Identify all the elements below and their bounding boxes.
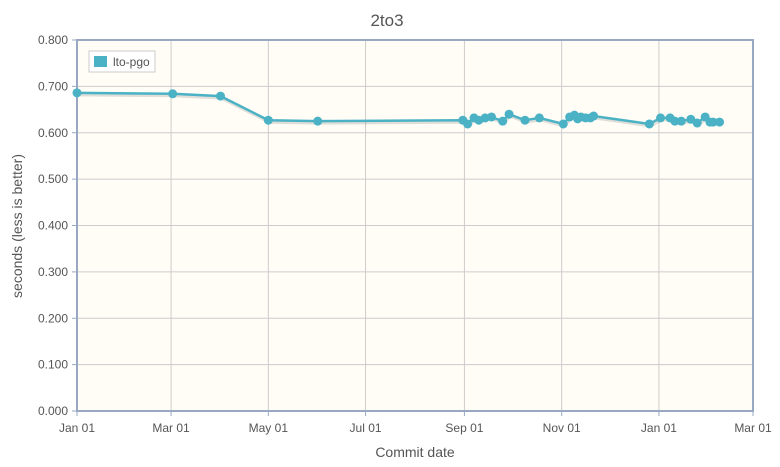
- data-point: [534, 113, 544, 123]
- legend-swatch: [94, 56, 107, 67]
- data-point: [463, 119, 473, 129]
- data-point: [72, 88, 82, 98]
- x-tick-label: Jan 01: [641, 421, 677, 435]
- legend[interactable]: lto-pgo: [88, 50, 156, 73]
- y-tick-label: 0.200: [38, 311, 68, 325]
- data-point: [498, 116, 508, 126]
- x-tick-label: Jul 01: [350, 421, 382, 435]
- x-axis-label: Commit date: [375, 444, 455, 460]
- data-point: [676, 116, 686, 126]
- data-point: [168, 89, 178, 99]
- data-point: [708, 117, 718, 127]
- y-tick-label: 0.800: [38, 33, 68, 47]
- y-tick-label: 0.100: [38, 358, 68, 372]
- data-point: [558, 119, 568, 129]
- chart-title: 2to3: [370, 11, 403, 30]
- plot-border: [76, 39, 754, 412]
- y-tick-label: 0.000: [38, 404, 68, 418]
- x-tick-label: May 01: [249, 421, 289, 435]
- y-axis-ticks: 0.000 0.100 0.200 0.300 0.400 0.500 0.600 0.700…: [38, 33, 77, 418]
- data-point: [520, 115, 530, 125]
- y-axis-label: seconds (less is better): [9, 154, 25, 298]
- data-point: [589, 111, 599, 121]
- data-point: [313, 116, 323, 126]
- x-axis-ticks: Jan 01 Mar 01 May 01 Jul 01 Sep 01 Nov 01 Jan …: [59, 411, 772, 435]
- data-point: [263, 115, 273, 125]
- data-point: [715, 117, 725, 127]
- data-point: [215, 91, 225, 101]
- data-point: [644, 119, 654, 129]
- data-point: [670, 116, 680, 126]
- y-tick-label: 0.700: [38, 79, 68, 93]
- data-point: [656, 113, 666, 123]
- series-lto-pgo: [72, 88, 725, 129]
- x-tick-label: Nov 01: [543, 421, 581, 435]
- x-tick-label: Mar 01: [734, 421, 772, 435]
- x-tick-label: Jan 01: [59, 421, 95, 435]
- data-point: [487, 112, 497, 122]
- legend-label: lto-pgo: [113, 55, 150, 69]
- data-point: [692, 118, 702, 128]
- data-point: [504, 109, 514, 119]
- y-tick-label: 0.400: [38, 219, 68, 233]
- x-tick-label: Mar 01: [152, 421, 190, 435]
- y-tick-label: 0.500: [38, 172, 68, 186]
- y-tick-label: 0.300: [38, 265, 68, 279]
- y-tick-label: 0.600: [38, 126, 68, 140]
- x-tick-label: Sep 01: [445, 421, 483, 435]
